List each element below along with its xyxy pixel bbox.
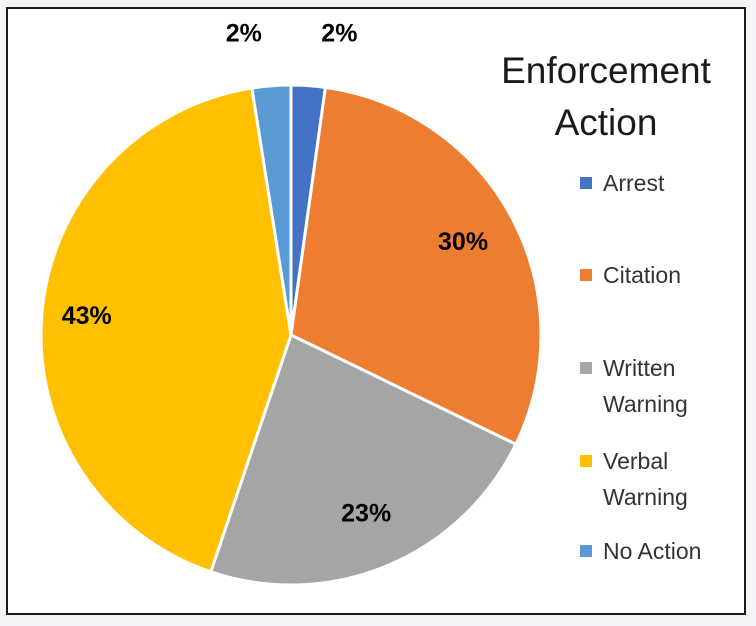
legend-item-citation: Citation [580, 262, 681, 288]
pie-slice-no-action [250, 83, 293, 337]
pie-data-labels: 2% 30% 23% 43% 2% [62, 19, 488, 527]
data-label-written-warning: 23% [341, 500, 391, 528]
legend-label: Arrest [603, 170, 665, 196]
legend-label: Warning [603, 391, 688, 417]
legend-item-arrest: Arrest [580, 170, 665, 196]
pie-slice-written-warning [209, 333, 518, 587]
data-label-no-action: 2% [226, 20, 262, 48]
data-label-arrest: 2% [321, 19, 357, 47]
legend-label: Warning [603, 484, 688, 510]
chart-title-line-2: Action [555, 102, 658, 143]
data-label-verbal-warning: 43% [62, 302, 112, 330]
legend-marker [580, 545, 592, 557]
legend-item-written-warning: Written Warning [580, 355, 688, 417]
legend-label: Written [603, 355, 675, 381]
legend-marker [580, 177, 592, 189]
legend-label: No Action [603, 538, 701, 564]
legend-label: Verbal [603, 448, 668, 474]
pie-slice-citation [289, 85, 543, 446]
legend-marker [580, 455, 592, 467]
legend-label: Citation [603, 262, 681, 288]
legend-item-no-action: No Action [580, 538, 701, 564]
chart-title-line-1: Enforcement [501, 50, 711, 91]
legend-marker [580, 269, 592, 281]
pie-slice-verbal-warning [39, 86, 293, 574]
legend: Arrest Citation Written Warning Verbal Warnin… [580, 170, 701, 564]
legend-marker [580, 362, 592, 374]
data-label-citation: 30% [438, 228, 488, 256]
pie-slices [39, 83, 543, 587]
legend-item-verbal-warning: Verbal Warning [580, 448, 688, 510]
